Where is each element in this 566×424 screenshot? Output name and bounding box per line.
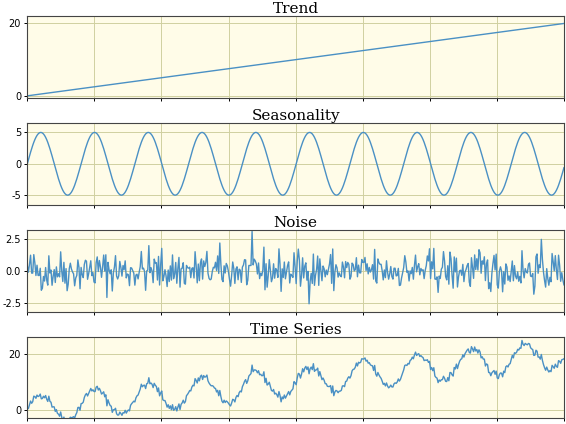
Title: Seasonality: Seasonality: [251, 109, 340, 123]
Title: Time Series: Time Series: [250, 323, 341, 337]
Title: Trend: Trend: [273, 2, 319, 16]
Title: Noise: Noise: [273, 216, 318, 230]
